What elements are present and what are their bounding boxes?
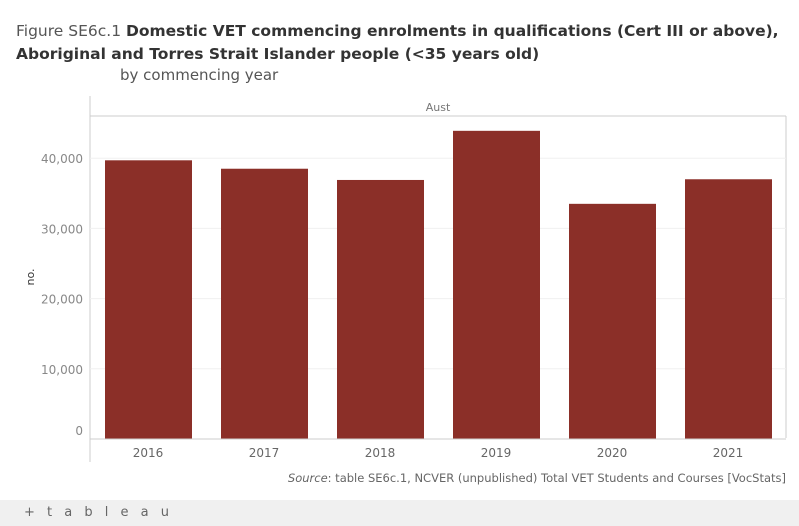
bar-2016[interactable] [105,160,192,439]
bar-2021[interactable] [685,179,772,439]
chart-subtitle: by commencing year [120,66,279,84]
bar-2017[interactable] [221,168,308,440]
tableau-logo[interactable]: + t a b l e a u [24,505,173,520]
x-tick-label: 2020 [597,446,628,460]
panel-label: Aust [426,101,451,114]
bar-2018[interactable] [337,179,424,439]
figure-number: Figure SE6c.1 [16,22,126,40]
x-tick-label: 2018 [365,446,396,460]
y-tick-label: 30,000 [41,222,83,236]
bar-2020[interactable] [569,203,656,439]
chart-title: Figure SE6c.1 Domestic VET commencing en… [16,20,786,66]
x-tick-label: 2016 [133,446,164,460]
x-tick-label: 2019 [481,446,512,460]
source-note: Source: table SE6c.1, NCVER (unpublished… [288,471,786,485]
title-main: Domestic VET commencing enrolments in qu… [16,22,779,63]
bar-2019[interactable] [453,130,540,439]
x-tick-label: 2021 [713,446,744,460]
y-axis-label: no. [24,268,37,285]
y-tick-label: 10,000 [41,363,83,377]
x-tick-label: 2017 [249,446,280,460]
y-tick-label: 20,000 [41,293,83,307]
y-tick-label: 40,000 [41,152,83,166]
source-text: : table SE6c.1, NCVER (unpublished) Tota… [327,471,786,485]
y-tick-label: 0 [75,424,83,438]
tableau-toolbar [0,500,799,526]
source-label: Source [287,471,328,485]
bar-chart: Aust 0 10,000 20,000 30,000 40,000 no. 2016 2017… [24,96,787,462]
